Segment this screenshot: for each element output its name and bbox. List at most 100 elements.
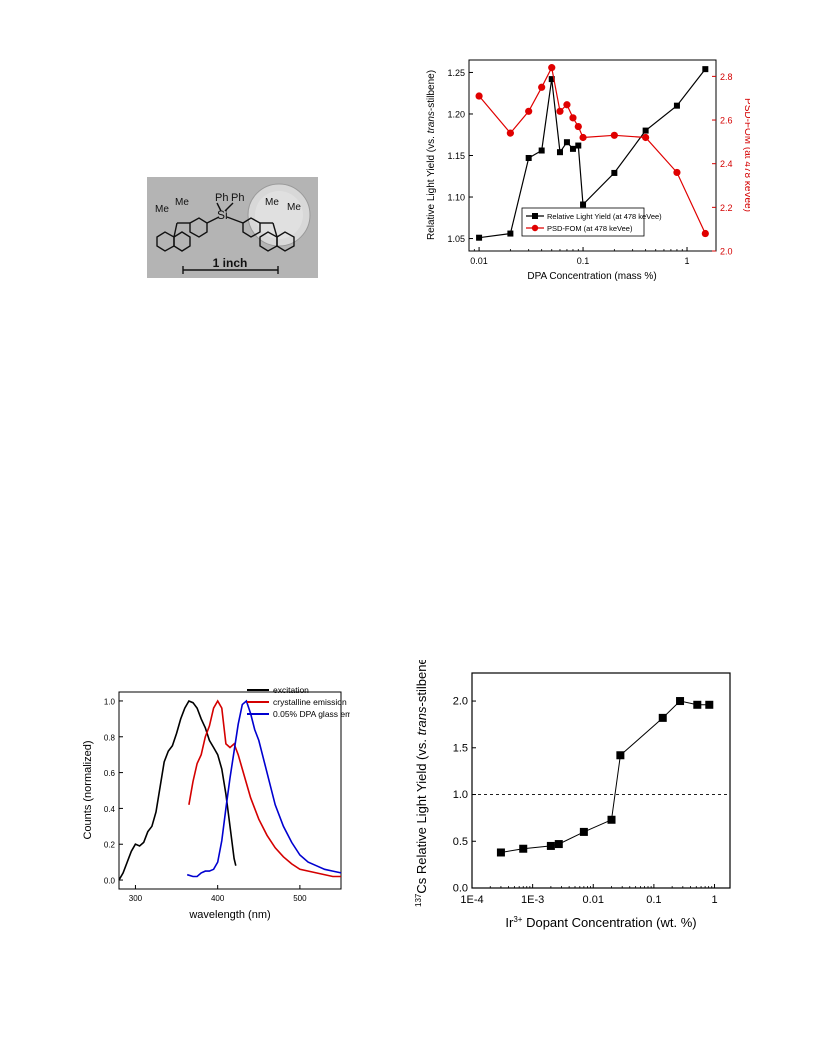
molecule-bonds [156, 202, 295, 252]
iridium-plot-frame [471, 672, 731, 889]
dpa-left-axis-label-part-3: -stilbene) [426, 70, 437, 111]
iridium-y-axis-label-part-2: Cs Relative Light Yield (vs. [414, 735, 429, 893]
dpa-series-1-point [673, 168, 681, 177]
iridium-y-tick-label: 1.5 [453, 742, 468, 754]
me-label-4: Me [287, 202, 301, 213]
dpa-series-1-point [569, 114, 577, 122]
molecule-structure-drawing: Ph Ph Si Me Me Me Me 1 inch [147, 177, 318, 278]
iridium-dopant-chart: 0.0 0.5 1.0 1.5 2.0 1E-4 1E-3 0.01 0.1 1 Ir3+ Do… [414, 660, 731, 930]
dpa-series-group [475, 64, 709, 241]
iridium-x-axis-ticks: 1E-4 1E-3 0.01 0.1 1 [460, 884, 718, 906]
dpa-x-axis-ticks: 0.01 0.1 1 [468, 247, 690, 266]
dpa-series-1-point [579, 133, 587, 142]
spectra-legend-label-3: 0.05% DPA glass emission [273, 709, 350, 719]
dpa-y2-tick-label: 2.8 [720, 72, 733, 82]
spectra-x-axis-label: wavelength (nm) [188, 909, 270, 921]
spectra-x-tick-label: 500 [293, 894, 307, 903]
spectra-y-tick-label: 0.4 [104, 805, 116, 814]
iridium-y-tick-label: 1.0 [453, 789, 468, 801]
dpa-right-axis-label: PSD-FOM (at 478 keVee) [742, 98, 750, 212]
spectra-series-1-line [188, 699, 341, 878]
iridium-x-axis-label-part-3: Dopant Concentration (wt. %) [522, 915, 696, 930]
spectra-legend-label-1: excitation [273, 685, 309, 695]
dpa-legend: Relative Light Yield (at 478 keVee) PSD-… [521, 207, 662, 237]
dpa-series-1-line [478, 65, 706, 234]
scale-bar-label: 1 inch [213, 256, 248, 270]
iridium-x-tick-label: 0.01 [583, 894, 604, 906]
me-label-1: Me [155, 204, 169, 215]
dpa-series-0-point [611, 169, 618, 176]
dpa-legend-label-2: PSD-FOM (at 478 keVee) [547, 224, 633, 233]
dpa-concentration-chart: 1.05 1.10 1.15 1.20 1.25 2.0 2.2 2.4 2.6 2.8 0.0… [426, 59, 750, 282]
dpa-series-1-point [642, 133, 650, 142]
iridium-y-tick-label: 0.5 [453, 836, 468, 848]
iridium-series-0-line [500, 700, 710, 853]
iridium-x-tick-label: 1E-4 [460, 894, 483, 906]
dpa-left-axis-label: Relative Light Yield (vs. trans-stilbene… [426, 70, 437, 240]
dpa-series-1-point [538, 83, 546, 91]
iridium-x-axis-label-part-2: 3+ [513, 915, 522, 924]
spectra-y-axis-ticks: 0.0 0.2 0.4 0.6 0.8 1.0 [104, 697, 123, 886]
iridium-y-axis-ticks: 0.0 0.5 1.0 1.5 2.0 [453, 696, 476, 895]
dpa-y2-tick-label: 2.2 [720, 203, 733, 213]
dpa-series-1-point [506, 129, 514, 137]
spectra-series-0-line [118, 699, 237, 881]
spectra-series-2-line [186, 699, 342, 878]
dpa-series-1-point [548, 64, 556, 72]
spectra-y-tick-label: 0.0 [104, 877, 116, 886]
spectra-y-tick-label: 0.8 [104, 733, 116, 742]
me-label-3: Me [265, 197, 279, 208]
dpa-y2-tick-label: 2.6 [720, 116, 733, 126]
spectra-series-group [118, 699, 342, 881]
dpa-series-0-point [525, 154, 532, 161]
dpa-series-0-point [538, 147, 545, 154]
si-label: Si [217, 208, 228, 222]
dpa-series-1-point [574, 122, 582, 131]
spectra-plot-frame [118, 691, 342, 890]
me-label-2: Me [175, 197, 189, 208]
iridium-series-0-point [705, 700, 714, 709]
dpa-x-tick-label: 1 [685, 256, 690, 266]
dpa-series-0-point [569, 145, 576, 152]
dpa-series-1-point [701, 229, 709, 238]
dpa-series-0-point [702, 66, 709, 73]
dpa-legend-box [521, 207, 645, 237]
dpa-y-tick-label: 1.15 [447, 151, 465, 161]
iridium-x-tick-label: 0.1 [646, 894, 661, 906]
spectra-y-tick-label: 0.6 [104, 769, 116, 778]
dpa-legend-label-1: Relative Light Yield (at 478 keVee) [547, 212, 662, 221]
molecule-photo: Ph Ph Si Me Me Me Me 1 inch [147, 177, 318, 278]
dpa-series-1-point [475, 92, 483, 100]
iridium-series-0-point [579, 827, 588, 836]
spectra-x-axis-ticks: 300 400 500 [129, 885, 307, 903]
dpa-series-0-point [507, 230, 514, 237]
spectra-y-tick-label: 1.0 [104, 697, 116, 706]
dpa-x-axis-label: DPA Concentration (mass %) [527, 271, 656, 282]
dpa-series-1-point [610, 131, 618, 139]
iridium-series-0-point [607, 815, 616, 824]
spectra-x-tick-label: 300 [129, 894, 143, 903]
dpa-right-axis-ticks: 2.0 2.2 2.4 2.6 2.8 [712, 72, 733, 257]
dpa-legend-marker-2 [531, 224, 539, 232]
dpa-series-1-point [525, 107, 533, 115]
dpa-y2-tick-label: 2.4 [720, 159, 733, 169]
ph-label-1: Ph [215, 192, 228, 204]
iridium-series-0-point [519, 844, 528, 853]
spectra-y-axis-label: Counts (normalized) [82, 740, 94, 839]
spectra-y-tick-label: 0.2 [104, 841, 116, 850]
dpa-series-0-point [476, 234, 483, 241]
iridium-series-0-point [658, 713, 667, 722]
dpa-y-tick-label: 1.20 [447, 109, 465, 119]
dpa-x-tick-label: 0.01 [470, 256, 488, 266]
iridium-x-tick-label: 1 [711, 894, 717, 906]
iridium-y-axis-label: 137Cs Relative Light Yield (vs. trans-st… [414, 660, 429, 907]
dpa-left-axis-label-part-2: trans [426, 111, 437, 133]
iridium-series-0-point [546, 841, 555, 850]
spectra-legend: excitation crystalline emission 0.05% DP… [247, 685, 350, 719]
dpa-left-axis-label-part-1: Relative Light Yield (vs. [426, 133, 437, 240]
dpa-series-0-point [575, 142, 582, 149]
dpa-series-1-point [556, 107, 564, 115]
spectra-x-tick-label: 400 [211, 894, 225, 903]
dpa-y-tick-label: 1.10 [447, 193, 465, 203]
iridium-y-tick-label: 2.0 [453, 696, 468, 708]
